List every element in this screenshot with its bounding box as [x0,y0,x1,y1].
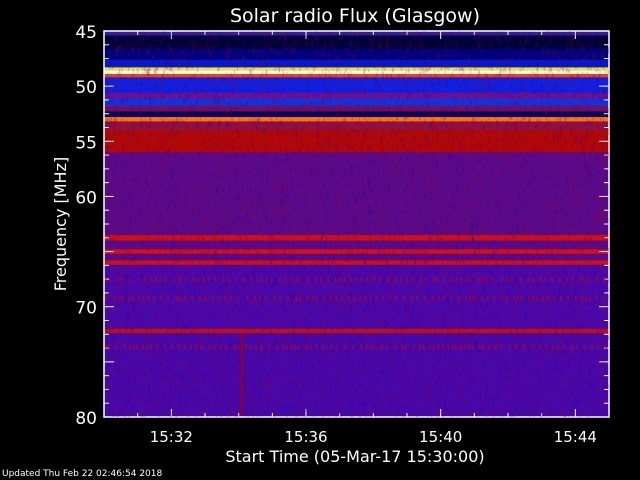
band-6 [104,74,609,78]
spectrogram-bursts [240,334,243,417]
x-tick-labels: 15:32 15:36 15:40 15:44 [150,428,597,446]
y-tick-label: 55 [75,133,97,153]
band-20 [104,260,609,266]
spectrogram-bands [104,31,609,418]
band-2 [104,48,609,61]
band-18 [104,249,609,255]
y-tick-label: 70 [75,299,97,319]
band-21 [104,264,609,330]
band-16 [104,235,609,242]
burst-0 [240,334,243,417]
x-tick-label: 15:36 [284,428,327,446]
band-14 [104,130,609,153]
band-4 [104,67,609,72]
band-17 [104,240,609,250]
band-9 [104,98,609,107]
band-7 [104,77,609,94]
band-5 [104,70,609,75]
band-8 [104,92,609,99]
band-23 [104,333,609,418]
y-tick-label: 50 [75,78,97,98]
x-tick-label: 15:40 [419,428,462,446]
band-1 [104,35,609,50]
chart-title: Solar radio Flux (Glasgow) [230,5,480,27]
y-tick-labels: 45 50 55 60 70 80 [75,23,97,429]
band-22 [104,328,609,334]
x-tick-label: 15:44 [554,428,597,446]
band-15 [104,152,609,236]
band-19 [104,253,609,261]
y-axis-label: Frequency [MHz] [51,157,70,291]
band-10 [104,105,609,113]
band-13 [104,121,609,131]
y-tick-label: 45 [75,23,97,43]
band-11 [104,111,609,118]
y-tick-label: 80 [75,409,97,429]
x-axis-label: Start Time (05-Mar-17 15:30:00) [225,447,484,466]
x-tick-label: 15:32 [150,428,193,446]
updated-timestamp: Updated Thu Feb 22 02:46:54 2018 [2,469,163,479]
y-tick-label: 60 [75,188,97,208]
band-12 [104,117,609,122]
band-3 [104,59,609,68]
